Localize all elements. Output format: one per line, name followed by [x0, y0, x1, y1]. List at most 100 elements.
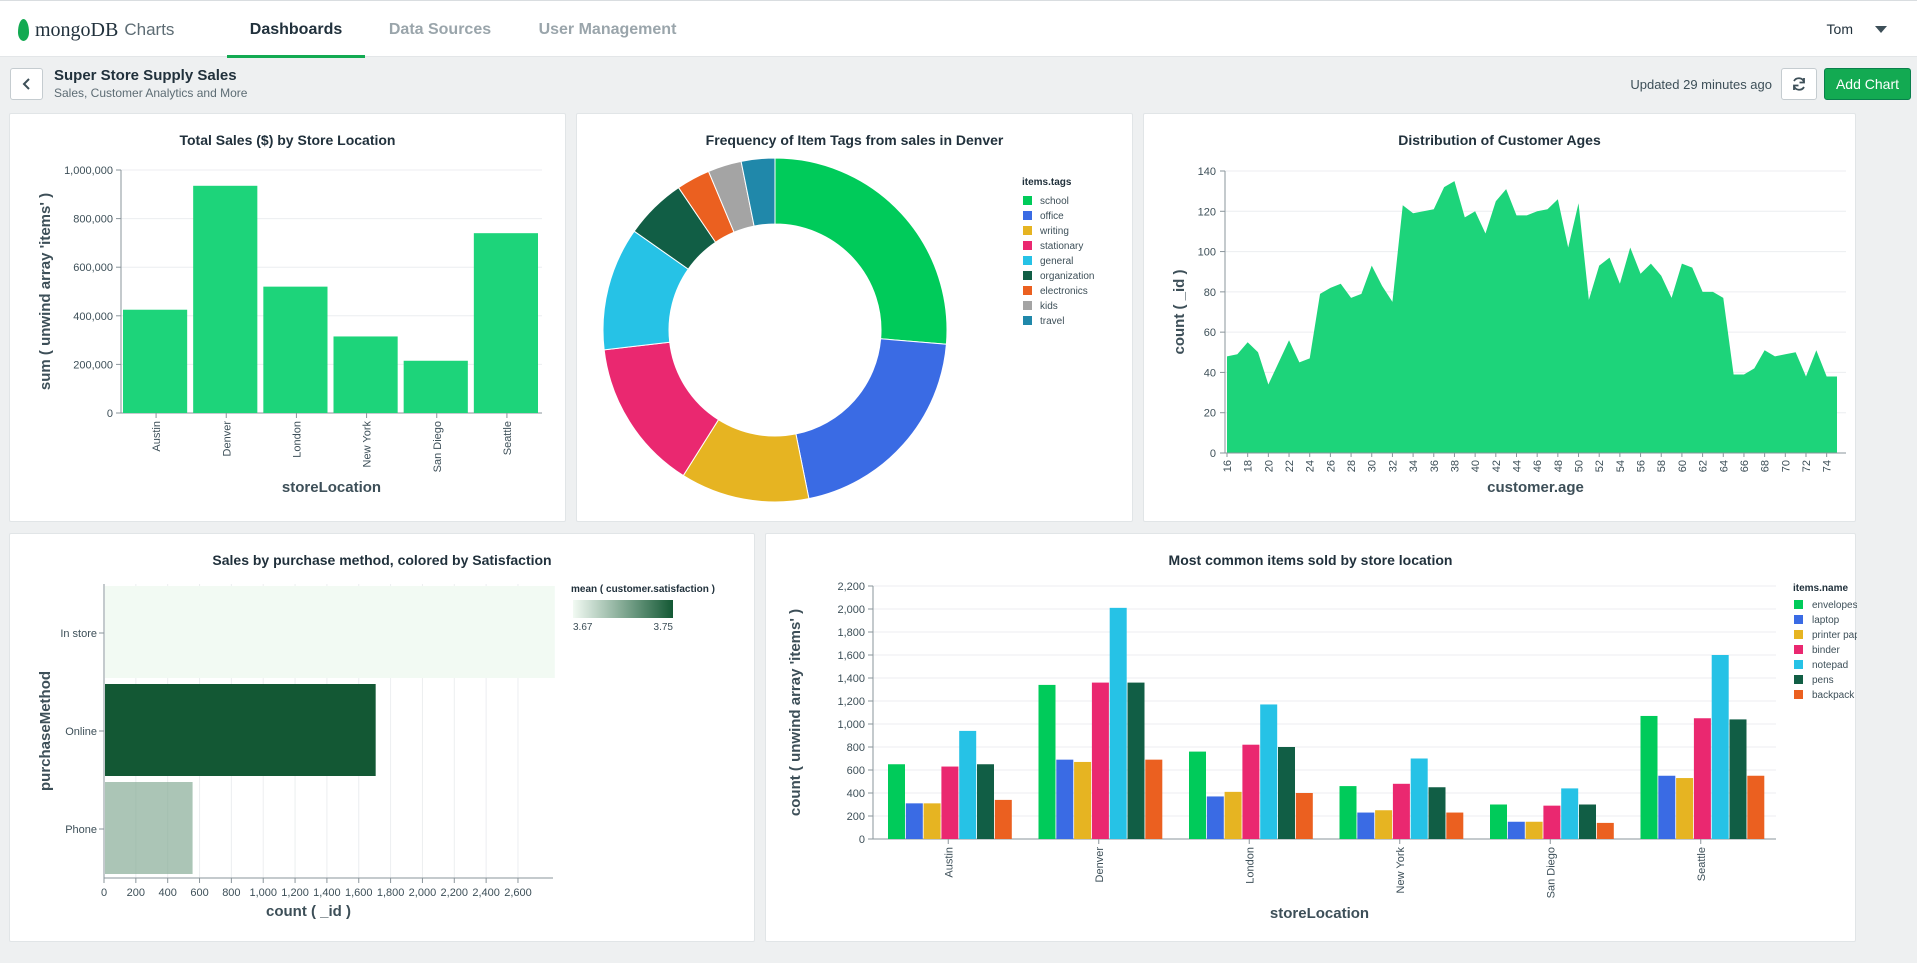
y-tick-label: 40 — [1204, 367, 1216, 379]
x-axis-label: count ( _id ) — [266, 903, 351, 920]
x-tick-label: 1,800 — [377, 887, 405, 899]
add-chart-button[interactable]: Add Chart — [1824, 68, 1911, 100]
bar — [888, 764, 905, 839]
legend-title: mean ( customer.satisfaction ) — [571, 584, 715, 595]
bar — [1693, 718, 1711, 839]
bar — [1357, 812, 1375, 839]
legend-label: pens — [1812, 675, 1834, 686]
legend-label: binder — [1812, 645, 1840, 656]
back-button[interactable] — [10, 68, 43, 100]
x-tick-label: 2,200 — [441, 887, 469, 899]
bar — [1525, 821, 1543, 839]
bar — [1711, 655, 1729, 839]
updated-status: Updated 29 minutes ago — [1630, 77, 1772, 92]
tab-dashboards[interactable]: Dashboards — [227, 1, 365, 58]
refresh-button[interactable] — [1781, 68, 1817, 100]
y-tick-label: 100 — [1198, 247, 1216, 259]
bar — [1260, 704, 1278, 839]
y-tick-label: 1,400 — [837, 673, 865, 685]
legend-label: office — [1040, 211, 1064, 222]
bar — [1109, 607, 1127, 839]
y-tick-label: Online — [65, 726, 97, 738]
x-tick-label: 68 — [1760, 460, 1772, 472]
y-tick-label: 0 — [1210, 448, 1216, 460]
legend-swatch — [1023, 241, 1032, 250]
dashboard-subtitle: Sales, Customer Analytics and More — [54, 86, 248, 100]
y-tick-label: 60 — [1204, 327, 1216, 339]
legend-label: printer paper — [1812, 630, 1857, 641]
legend-swatch — [1794, 660, 1803, 669]
bar — [1561, 788, 1579, 839]
bar — [959, 730, 977, 839]
mongodb-charts-logo[interactable]: mongoDB Charts — [18, 17, 174, 43]
chart-card-common-items[interactable]: Most common items sold by store location… — [765, 533, 1857, 942]
x-tick-label: 46 — [1532, 460, 1544, 472]
bar — [1145, 759, 1163, 839]
pie-slice — [740, 157, 776, 227]
x-tick-label: 66 — [1739, 460, 1751, 472]
y-tick-label: 1,200 — [837, 696, 865, 708]
y-axis-label: count ( unwind array 'items' ) — [787, 609, 804, 816]
legend-swatch — [1023, 256, 1032, 265]
x-tick-label: 72 — [1801, 460, 1813, 472]
sales-bar-chart: 0 200,000 400,000 600,000 800,000 1,000,000 Au… — [37, 165, 542, 496]
chart-title: Frequency of Item Tags from sales in Den… — [705, 132, 1004, 148]
y-tick-label: 400 — [847, 788, 865, 800]
x-tick-label: 42 — [1491, 460, 1503, 472]
chart-card-customer-ages[interactable]: Distribution of Customer Ages 0 20 40 60 80 1… — [1143, 113, 1856, 522]
y-tick-label: 1,000,000 — [64, 165, 113, 177]
chart-title: Sales by purchase method, colored by Sat… — [212, 552, 552, 568]
legend-label: stationary — [1040, 241, 1083, 252]
bar — [994, 799, 1012, 839]
pie-slice — [774, 157, 948, 345]
bar — [1278, 747, 1295, 839]
chart-title: Distribution of Customer Ages — [1398, 132, 1601, 148]
legend-swatch — [1023, 301, 1032, 310]
user-menu[interactable]: Tom — [1827, 21, 1887, 37]
bar — [193, 185, 258, 413]
legend-color-scale — [573, 600, 673, 618]
chevron-down-icon — [1875, 25, 1887, 33]
x-tick-label: 20 — [1263, 460, 1275, 472]
y-tick-label: 80 — [1204, 287, 1216, 299]
x-tick-label: New York — [362, 421, 374, 468]
x-tick-label: 800 — [222, 887, 240, 899]
x-tick-label: London — [1244, 847, 1256, 884]
legend-swatch — [1794, 645, 1803, 654]
tab-data-sources[interactable]: Data Sources — [388, 21, 492, 38]
bar — [1676, 778, 1694, 839]
bar — [1038, 684, 1056, 839]
ages-area-chart: 0 20 40 60 80 100 120 140 16 18 20 22 24 26 28 30 32 34 36… — [1171, 166, 1846, 496]
x-tick-label: 56 — [1636, 460, 1648, 472]
chevron-left-icon — [22, 78, 30, 90]
bar — [1507, 821, 1525, 839]
legend-swatch — [1794, 675, 1803, 684]
x-tick-label: 2,000 — [409, 887, 437, 899]
x-tick-label: 26 — [1325, 460, 1337, 472]
bar — [1206, 796, 1224, 839]
x-tick-label: 400 — [159, 887, 177, 899]
bar — [1074, 761, 1092, 839]
x-tick-label: 58 — [1656, 460, 1668, 472]
bar — [1091, 682, 1109, 839]
bar — [105, 782, 193, 874]
bar — [1339, 786, 1357, 839]
x-tick-label: 70 — [1780, 460, 1792, 472]
x-tick-label: Seattle — [502, 421, 514, 455]
legend-title: items.tags — [1022, 177, 1072, 188]
x-tick-label: 50 — [1574, 460, 1586, 472]
pie-slice — [795, 338, 947, 500]
bar — [1410, 758, 1428, 839]
x-tick-label: 36 — [1429, 460, 1441, 472]
legend-label: envelopes — [1812, 600, 1857, 611]
y-tick-label: 800,000 — [73, 214, 113, 226]
chart-card-sales-by-location[interactable]: Total Sales ($) by Store Location 0 200,0… — [9, 113, 566, 522]
legend-swatch — [1023, 196, 1032, 205]
tab-user-management[interactable]: User Management — [538, 21, 677, 38]
chart-card-purchase-method[interactable]: Sales by purchase method, colored by Sat… — [9, 533, 755, 942]
bar — [923, 803, 941, 839]
chart-card-item-tags[interactable]: Frequency of Item Tags from sales in Den… — [576, 113, 1133, 522]
y-axis-label: purchaseMethod — [37, 671, 54, 791]
x-axis-label: storeLocation — [1270, 905, 1369, 922]
legend-swatch — [1794, 630, 1803, 639]
